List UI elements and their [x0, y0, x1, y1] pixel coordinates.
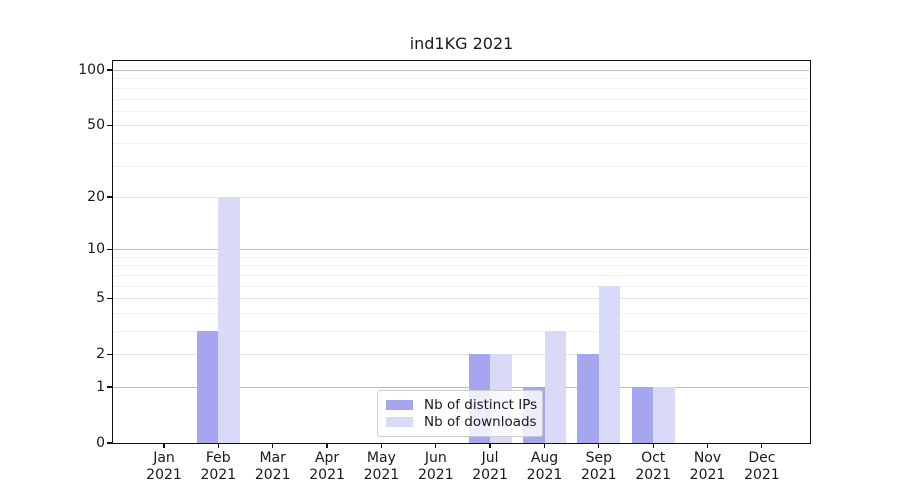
gridline-4: [113, 312, 809, 314]
x-tick-label-jun: Jun 2021: [396, 450, 476, 484]
legend: Nb of distinct IPs Nb of downloads: [377, 390, 543, 437]
y-tick-label-10: 10: [87, 241, 105, 258]
gridline-30: [113, 165, 809, 167]
x-tick-year: 2021: [744, 467, 780, 483]
x-tick-apr: [326, 443, 328, 448]
x-tick-year: 2021: [689, 467, 726, 483]
gridline-5: [113, 298, 809, 300]
x-tick-may: [380, 443, 383, 448]
gridline-2: [113, 354, 809, 356]
y-tick-label-2: 2: [96, 346, 105, 363]
bar-oct-downloads: [653, 387, 675, 443]
gridline-70: [113, 98, 809, 100]
bar-oct-distinct-ips: [631, 387, 654, 443]
legend-label-distinct-ips: Nb of distinct IPs: [424, 397, 538, 413]
x-tick-nov: [706, 443, 709, 448]
x-tick-label-dec: Dec 2021: [722, 450, 802, 484]
gridline-3: [113, 331, 809, 332]
legend-swatch-downloads: [386, 417, 413, 427]
x-tick-label-aug: Aug 2021: [505, 450, 585, 484]
x-tick-label-jan: Jan 2021: [124, 450, 204, 484]
x-tick-month: Jun: [424, 450, 447, 466]
gridline-100: [113, 70, 809, 71]
y-tick-label-50: 50: [87, 117, 105, 134]
x-tick-month: Apr: [314, 450, 340, 466]
x-tick-month: Dec: [748, 450, 776, 466]
x-tick-label-jul: Jul 2021: [450, 450, 530, 484]
x-tick-month: Sep: [585, 450, 612, 466]
y-tick-label-1: 1: [96, 379, 105, 395]
x-tick-year: 2021: [200, 467, 237, 483]
x-tick-month: Nov: [693, 450, 722, 466]
legend-swatch-distinct-ips: [386, 400, 413, 410]
y-tick-label-20: 20: [87, 188, 105, 205]
x-tick-year: 2021: [146, 467, 182, 483]
x-tick-aug: [543, 443, 546, 448]
x-tick-year: 2021: [254, 467, 291, 483]
x-tick-oct: [652, 443, 654, 448]
gridline-8: [113, 265, 809, 267]
x-tick-year: 2021: [580, 467, 617, 483]
x-tick-label-mar: Mar 2021: [233, 450, 313, 484]
x-tick-sep: [598, 443, 600, 448]
x-tick-year: 2021: [635, 467, 671, 483]
gridline-90: [113, 78, 809, 80]
plot-area: [113, 61, 809, 443]
x-tick-month: Mar: [259, 450, 286, 466]
x-tick-year: 2021: [309, 467, 345, 483]
legend-item-distinct-ips: Nb of distinct IPs: [386, 397, 538, 413]
gridline-6: [113, 285, 809, 287]
bar-sep-distinct-ips: [577, 354, 599, 443]
x-tick-label-sep: Sep 2021: [559, 450, 639, 484]
legend-label-downloads: Nb of downloads: [424, 414, 537, 430]
x-tick-year: 2021: [472, 467, 508, 483]
x-tick-label-apr: Apr 2021: [287, 450, 367, 484]
bar-feb-distinct-ips: [196, 331, 219, 443]
x-tick-mar: [272, 443, 274, 448]
bar-sep-downloads: [598, 285, 621, 443]
x-tick-jul: [489, 443, 491, 448]
x-tick-month: Jan: [153, 450, 175, 466]
x-tick-jun: [435, 443, 437, 448]
gridline-50: [113, 125, 809, 127]
x-tick-jan: [163, 443, 165, 448]
gridline-10: [113, 249, 809, 251]
legend-item-downloads: Nb of downloads: [386, 414, 537, 430]
x-tick-label-feb: Feb 2021: [178, 450, 258, 484]
x-tick-label-nov: Nov 2021: [668, 450, 748, 484]
x-tick-month: Jul: [481, 450, 499, 466]
chart-title: ind1KG 2021: [409, 34, 514, 53]
x-tick-feb: [217, 443, 220, 448]
gridline-1: [113, 387, 809, 388]
y-tick-label-5: 5: [96, 290, 105, 307]
x-tick-year: 2021: [526, 467, 563, 483]
y-tick-label-100: 100: [78, 62, 105, 78]
gridline-80: [113, 87, 809, 89]
x-tick-year: 2021: [417, 467, 454, 483]
x-tick-label-may: May 2021: [341, 450, 421, 484]
x-tick-month: May: [366, 450, 396, 466]
gridline-7: [113, 274, 809, 276]
x-tick-month: Aug: [530, 450, 559, 466]
bar-aug-downloads: [544, 331, 566, 443]
x-tick-dec: [761, 443, 763, 448]
y-tick-label-0: 0: [96, 435, 105, 451]
bar-feb-downloads: [218, 196, 240, 443]
gridline-40: [113, 142, 809, 144]
gridline-20: [113, 196, 809, 198]
gridline-9: [113, 256, 809, 258]
x-tick-month: Oct: [641, 450, 666, 466]
x-tick-label-oct: Oct 2021: [613, 450, 693, 484]
x-tick-year: 2021: [363, 467, 400, 483]
gridline-60: [113, 110, 809, 112]
x-tick-month: Feb: [205, 450, 231, 466]
